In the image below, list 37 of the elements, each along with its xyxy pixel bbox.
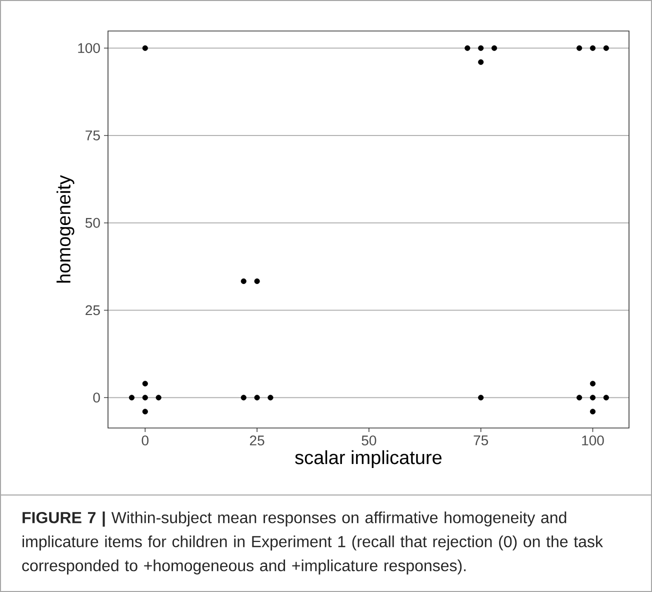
point	[142, 408, 148, 414]
point	[590, 45, 596, 51]
y-tick-label: 100	[78, 43, 100, 54]
x-axis-title: scalar implicature	[295, 450, 442, 468]
point	[603, 45, 609, 51]
point	[254, 394, 260, 400]
point	[478, 59, 484, 65]
point	[478, 45, 484, 51]
y-axis-title: homogeneity	[56, 175, 74, 283]
y-tick-label: 0	[93, 392, 100, 403]
y-tick-label: 50	[85, 218, 100, 228]
point	[240, 278, 246, 284]
point	[240, 394, 246, 400]
point	[128, 394, 135, 400]
point	[142, 394, 148, 400]
point	[576, 394, 582, 400]
point	[603, 394, 609, 400]
point	[142, 380, 148, 386]
point	[464, 45, 470, 51]
point	[576, 45, 582, 51]
point	[254, 278, 260, 284]
text: FIGURE 7 | Within-subject mean responses on affirmative homogeneity and implicature items for children in Experiment 1 (recall that rejection (0) on the task corresponded to +homogeneous and +implicature responses).	[22, 512, 604, 574]
x-tick-label: 50	[362, 436, 376, 446]
x-tick-label: 0	[142, 436, 148, 446]
point	[156, 394, 162, 400]
x-tick-label: 25	[250, 436, 264, 446]
point	[590, 394, 596, 400]
point	[478, 394, 484, 400]
point	[491, 45, 498, 51]
point	[590, 408, 596, 414]
x-tick-label: 100	[582, 436, 604, 446]
point	[268, 394, 274, 400]
point	[590, 380, 596, 386]
point	[142, 45, 148, 51]
y-tick-label: 25	[86, 305, 100, 316]
x-tick-label: 75	[474, 436, 488, 446]
y-tick-label: 75	[86, 130, 100, 140]
